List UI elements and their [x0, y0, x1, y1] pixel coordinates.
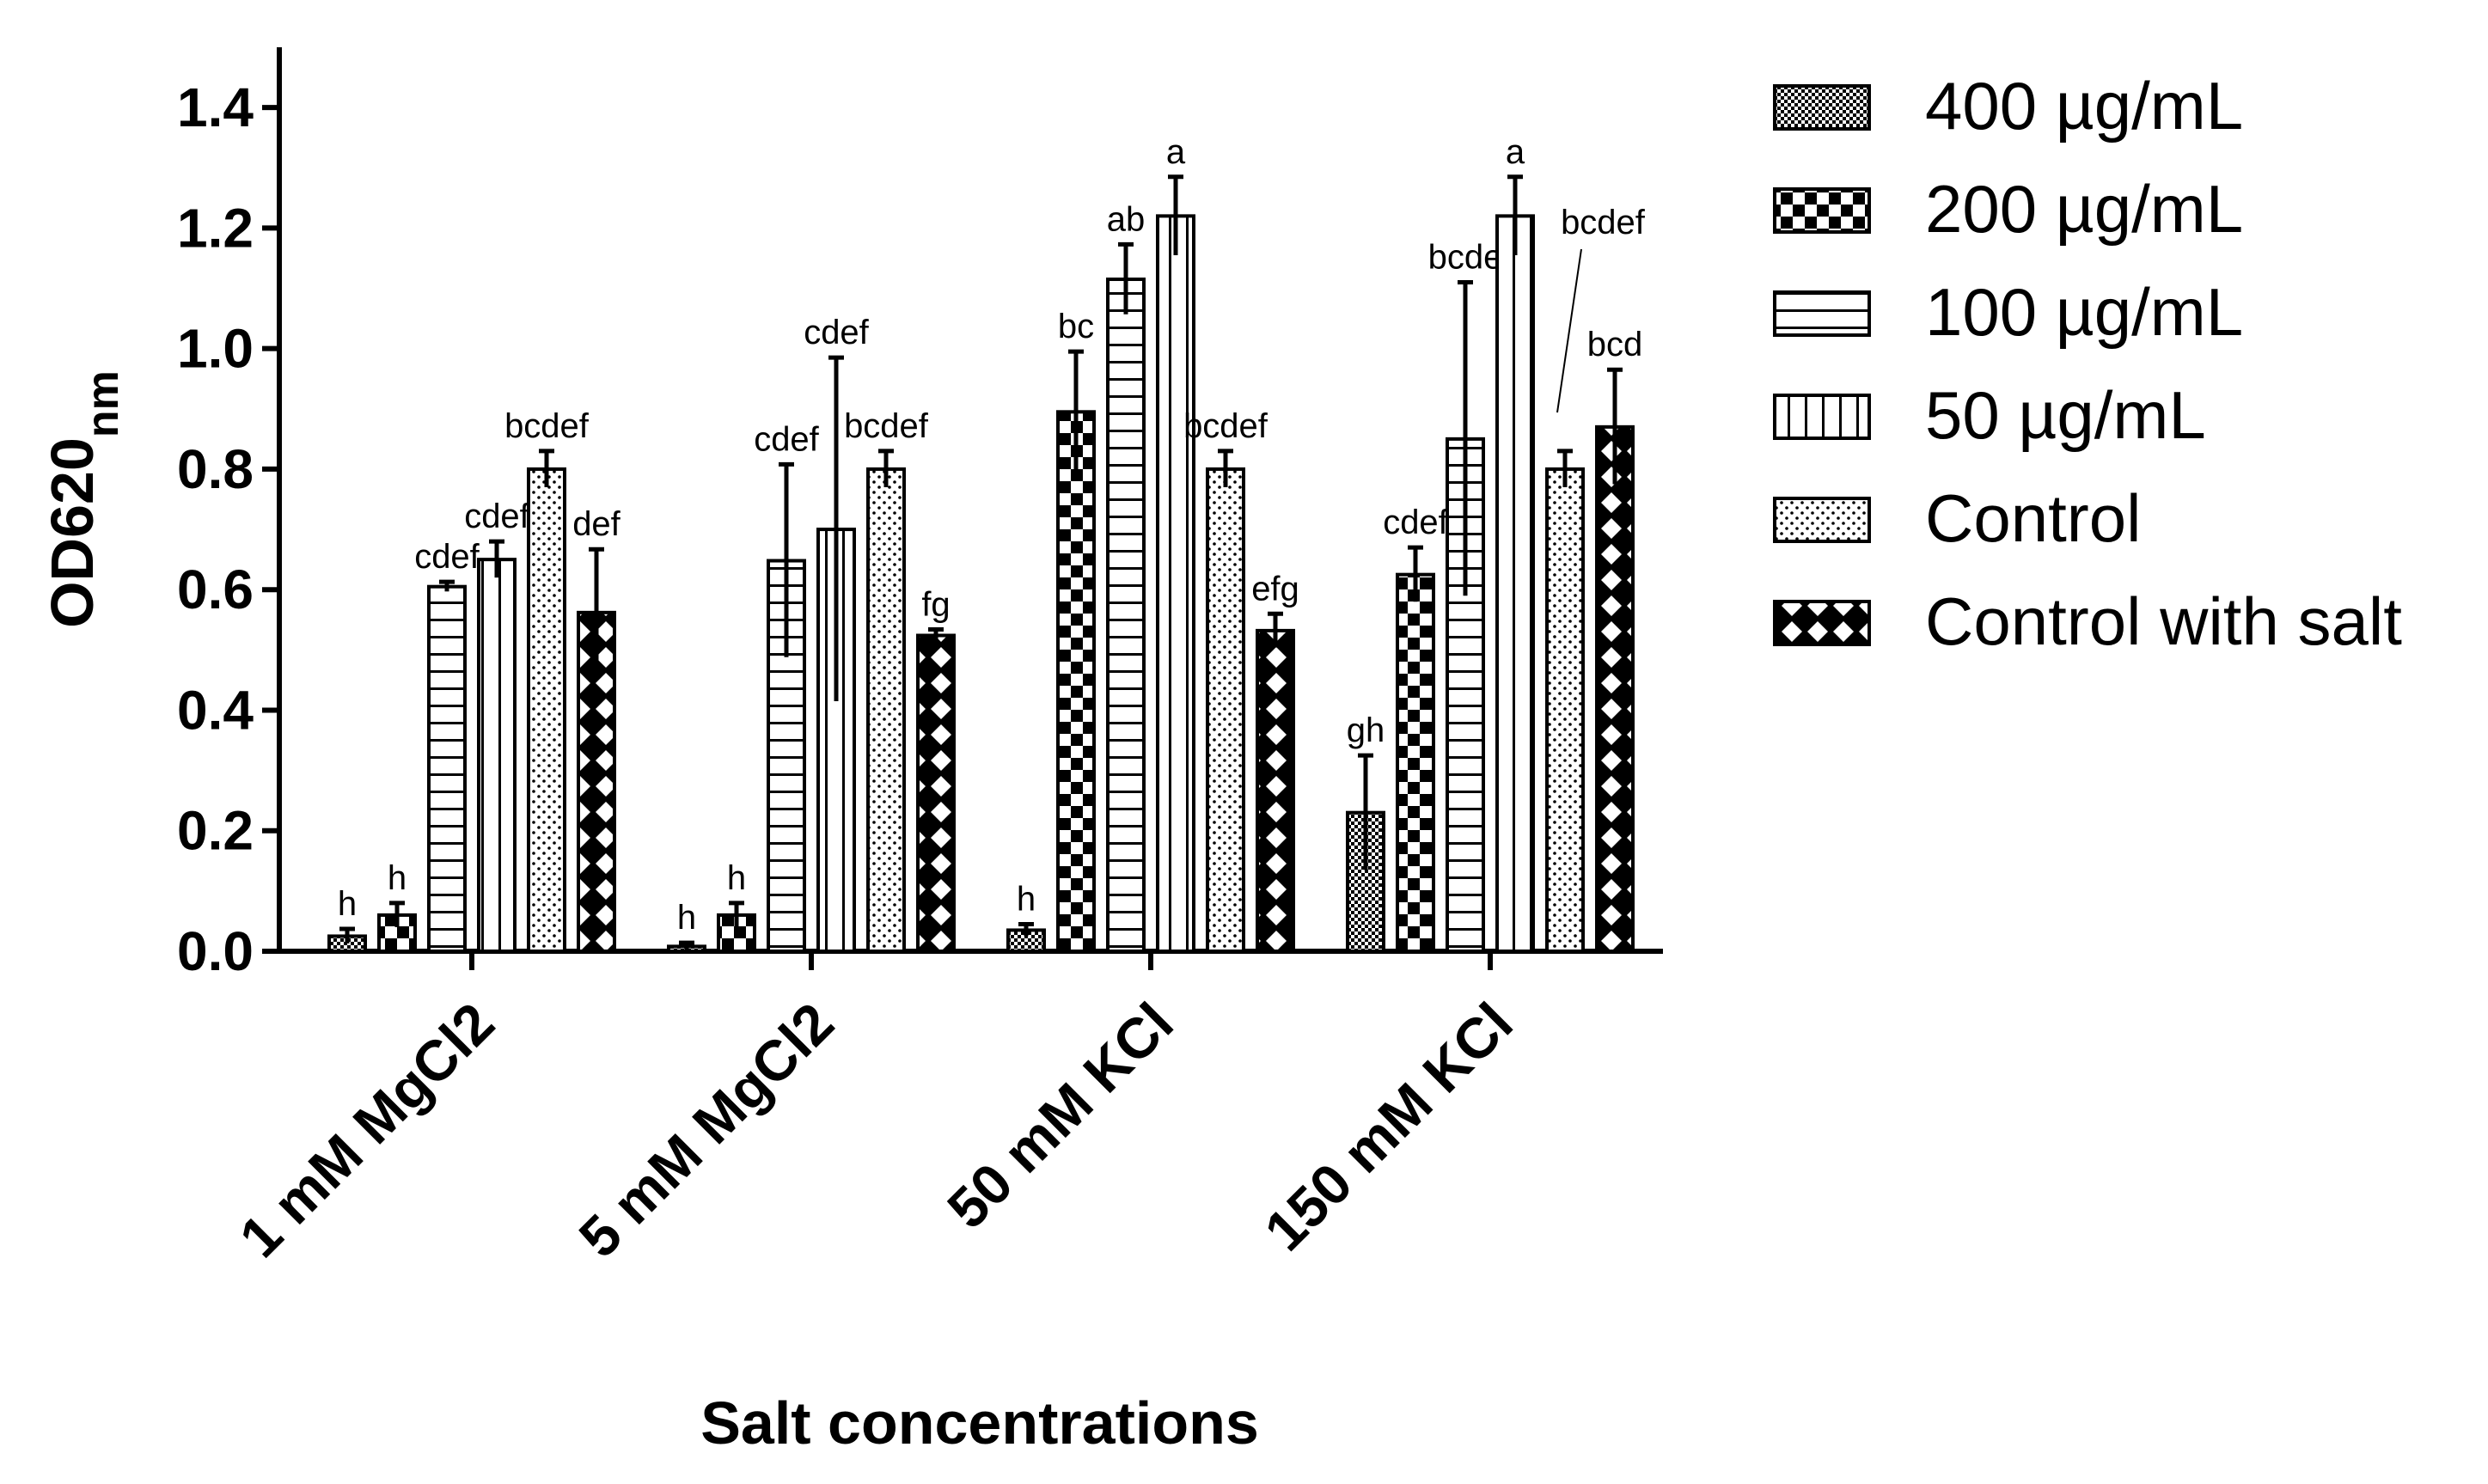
y-tick-label: 0.6	[177, 559, 254, 620]
bar	[1256, 628, 1295, 954]
significance-label: cdef	[464, 498, 529, 535]
annotation-leader-line	[1556, 248, 1582, 413]
x-tick-label: 5 mM MgCl2	[566, 991, 846, 1270]
y-axis-title-subscript: nm	[78, 370, 128, 437]
significance-label: cdef	[414, 538, 480, 576]
significance-label: def	[572, 505, 620, 543]
significance-label: bc	[1058, 308, 1094, 345]
x-tick-label: 50 mM KCl	[935, 991, 1185, 1241]
bar	[1595, 424, 1635, 953]
significance-label: cdef	[804, 314, 869, 351]
bar	[866, 467, 906, 953]
bar	[1056, 410, 1096, 954]
significance-label: bcdef	[504, 407, 590, 445]
y-tick-label: 1.2	[177, 197, 254, 259]
significance-label: h	[727, 859, 746, 897]
bar	[377, 913, 417, 954]
significance-label: bcdef	[1561, 204, 1646, 241]
legend-label: Control with salt	[1925, 583, 2402, 659]
x-tick-label: 150 mM KCl	[1252, 991, 1525, 1263]
legend-label: 400 µg/mL	[1925, 68, 2243, 144]
legend-label: 200 µg/mL	[1925, 171, 2243, 247]
significance-label: cdef	[1383, 504, 1448, 541]
significance-label: cdef	[754, 420, 819, 458]
significance-label: h	[1017, 880, 1036, 918]
significance-label: bcd	[1587, 326, 1643, 363]
bar	[1156, 214, 1195, 953]
plot-area: 0.0 0.2 0.4 0.6 0.8 1.0 1.2 1.4 OD620nm Salt conc…	[39, 47, 1663, 1457]
x-axis-title: Salt concentrations	[700, 1389, 1259, 1457]
y-tick-label: 0.0	[177, 920, 254, 982]
bar	[916, 633, 956, 953]
legend-label: Control	[1925, 480, 2141, 556]
legend-label: 50 µg/mL	[1925, 377, 2206, 453]
y-tick-label: 1.4	[177, 76, 254, 138]
legend-label: 100 µg/mL	[1925, 274, 2243, 350]
legend-swatch	[1773, 187, 1871, 234]
significance-label: bcdef	[1183, 407, 1268, 445]
y-tick-label: 0.8	[177, 438, 254, 500]
significance-label: a	[1506, 133, 1525, 171]
bar	[816, 528, 856, 953]
y-tick-label: 0.2	[177, 800, 254, 862]
legend: 400 µg/mL 200 µg/mL 100 µg/mL 50 µg/mL Contr…	[1773, 68, 2402, 659]
significance-label: fg	[921, 585, 950, 623]
legend-swatch	[1773, 290, 1871, 337]
y-tick-label: 0.4	[177, 679, 254, 741]
legend-swatch	[1773, 600, 1871, 646]
significance-label: bcde	[1428, 239, 1503, 277]
significance-label: h	[338, 885, 357, 923]
y-tick-label: 1.0	[177, 318, 254, 380]
bar	[1396, 572, 1435, 954]
x-tick-label: 1 mM MgCl2	[227, 991, 506, 1270]
significance-label: a	[1166, 133, 1186, 171]
bar	[427, 584, 467, 954]
bar	[1545, 467, 1585, 953]
legend-swatch	[1773, 84, 1871, 131]
y-axis-title-main: OD620	[39, 437, 106, 628]
y-axis-title: OD620nm	[39, 370, 128, 628]
bar	[477, 558, 517, 954]
bar	[1495, 214, 1535, 953]
bar	[1206, 467, 1245, 953]
legend-swatch	[1773, 394, 1871, 440]
significance-label: gh	[1347, 711, 1385, 749]
bar	[527, 467, 566, 953]
significance-label: bcdef	[844, 407, 929, 445]
significance-label: h	[677, 899, 696, 937]
significance-label: ab	[1107, 200, 1146, 238]
significance-label: efg	[1251, 570, 1299, 608]
significance-label: h	[388, 859, 407, 897]
bar	[1106, 278, 1146, 954]
legend-swatch	[1773, 497, 1871, 543]
